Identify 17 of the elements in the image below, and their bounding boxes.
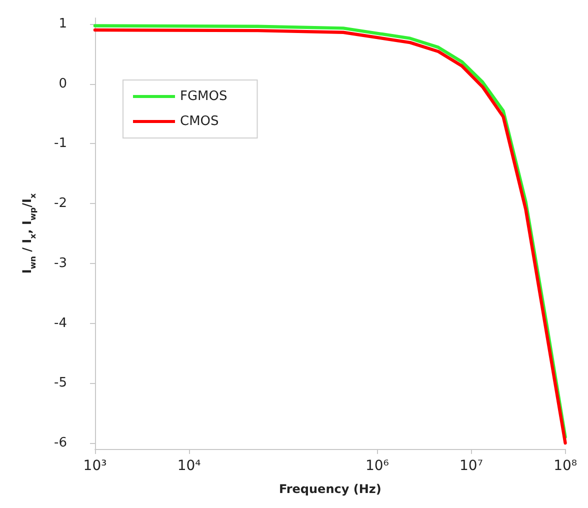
y-tick-label: 0 — [58, 76, 67, 92]
x-tick-label: 10⁸ — [554, 458, 578, 474]
y-tick-label: -2 — [54, 196, 67, 212]
y-tick-label: -5 — [54, 376, 67, 391]
x-tick-label: 10⁶ — [365, 458, 390, 474]
x-tick-label: 10³ — [83, 458, 107, 474]
y-tick-label: -3 — [54, 256, 67, 271]
x-tick-label: 10⁴ — [177, 458, 202, 474]
y-tick-label: -1 — [54, 136, 67, 152]
x-tick-label: 10⁷ — [460, 458, 483, 474]
legend-label: CMOS — [180, 114, 219, 129]
x-axis-title: Frequency (Hz) — [278, 482, 382, 496]
y-axis-title: Iwn / Ix, Iwp/Ix — [20, 192, 38, 274]
y-tick-label: 1 — [58, 16, 67, 32]
y-tick-label: -4 — [54, 316, 67, 331]
legend-label: FGMOS — [180, 89, 228, 104]
y-tick-label: -6 — [54, 436, 67, 451]
